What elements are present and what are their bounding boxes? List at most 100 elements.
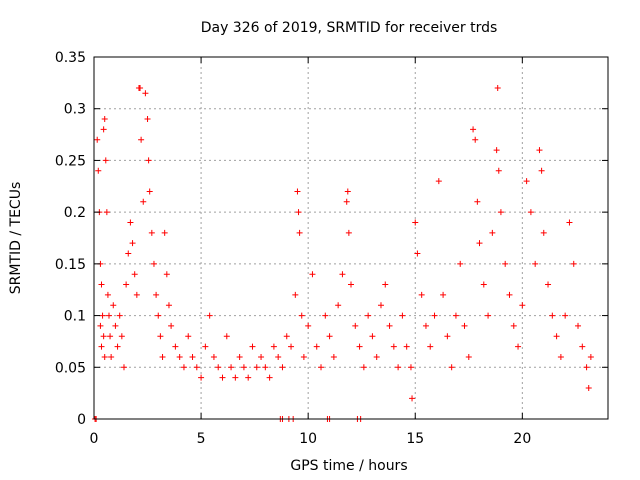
data-point xyxy=(180,364,187,371)
data-point xyxy=(165,302,172,309)
data-point xyxy=(444,333,451,340)
data-point xyxy=(101,353,108,360)
data-point xyxy=(150,260,157,267)
data-point xyxy=(240,364,247,371)
data-point xyxy=(519,302,526,309)
y-tick-label: 0.2 xyxy=(64,205,86,221)
data-point xyxy=(210,353,217,360)
data-point xyxy=(223,333,230,340)
data-point xyxy=(448,364,455,371)
x-axis-label: GPS time / hours xyxy=(290,458,407,474)
data-point xyxy=(100,333,107,340)
tick-labels-layer: 0 0.05 0.1 0.15 0.2 0.25 0.3 0.35 0 5 10 15 20 xyxy=(55,50,531,447)
data-point xyxy=(105,312,112,319)
data-point xyxy=(249,343,256,350)
y-tick-label: 0.35 xyxy=(55,50,86,66)
data-point xyxy=(120,364,127,371)
data-point xyxy=(557,353,564,360)
data-point xyxy=(510,322,517,329)
data-point xyxy=(566,219,573,226)
data-point xyxy=(123,281,130,288)
data-point xyxy=(335,302,342,309)
data-point xyxy=(232,374,239,381)
data-point xyxy=(159,353,166,360)
data-point xyxy=(435,178,442,185)
data-point xyxy=(457,260,464,267)
data-point xyxy=(348,281,354,288)
data-point xyxy=(116,312,123,319)
data-point xyxy=(494,85,501,92)
data-point xyxy=(137,85,144,92)
data-point xyxy=(292,291,299,298)
data-point xyxy=(104,291,111,298)
data-point xyxy=(536,147,543,154)
data-point xyxy=(575,322,582,329)
data-point xyxy=(515,343,522,350)
data-point xyxy=(523,178,530,185)
data-point xyxy=(373,353,380,360)
y-tick-label: 0.3 xyxy=(64,102,86,118)
data-point xyxy=(98,281,105,288)
data-point xyxy=(532,260,539,267)
data-point xyxy=(253,364,260,371)
data-point xyxy=(98,343,105,350)
data-point xyxy=(412,219,419,226)
data-point xyxy=(97,322,104,329)
data-point xyxy=(236,353,243,360)
data-point xyxy=(266,374,273,381)
data-point xyxy=(300,353,307,360)
data-point xyxy=(403,343,410,350)
data-point xyxy=(326,333,333,340)
data-point xyxy=(344,188,351,195)
x-tick-label: 5 xyxy=(197,431,206,447)
data-point xyxy=(343,198,350,205)
data-point xyxy=(102,157,109,164)
data-point xyxy=(163,271,170,278)
data-point xyxy=(431,312,438,319)
data-point xyxy=(485,312,492,319)
data-point xyxy=(414,250,421,257)
data-point xyxy=(140,198,147,205)
data-point xyxy=(472,136,479,143)
data-point xyxy=(352,322,359,329)
data-point xyxy=(549,312,556,319)
data-point xyxy=(101,116,108,123)
data-point xyxy=(145,157,152,164)
y-tick-label: 0.05 xyxy=(55,360,86,376)
data-point xyxy=(103,209,110,216)
data-point xyxy=(198,374,205,381)
data-point xyxy=(538,167,545,174)
data-point xyxy=(356,343,363,350)
points-layer xyxy=(92,85,594,422)
data-point xyxy=(283,333,290,340)
data-point xyxy=(138,136,145,143)
data-point xyxy=(506,291,513,298)
data-point xyxy=(112,322,119,329)
x-tick-label: 10 xyxy=(299,431,317,447)
data-point xyxy=(545,281,552,288)
data-point xyxy=(322,312,329,319)
data-point xyxy=(185,333,192,340)
data-point xyxy=(583,364,590,371)
data-point xyxy=(474,198,481,205)
ticks-layer xyxy=(93,56,608,420)
data-point xyxy=(110,302,117,309)
data-point xyxy=(369,333,376,340)
data-point xyxy=(95,167,102,174)
data-point xyxy=(386,322,393,329)
data-point xyxy=(275,353,282,360)
data-point xyxy=(108,353,115,360)
data-point xyxy=(440,291,447,298)
data-point xyxy=(168,322,175,329)
x-tick-label: 15 xyxy=(406,431,424,447)
data-point xyxy=(148,229,155,236)
data-point xyxy=(452,312,459,319)
data-point xyxy=(114,343,121,350)
data-point xyxy=(118,333,125,340)
data-point xyxy=(206,312,213,319)
data-point xyxy=(219,374,226,381)
data-point xyxy=(155,312,162,319)
data-point xyxy=(153,291,160,298)
data-point xyxy=(270,343,277,350)
data-point xyxy=(176,353,183,360)
